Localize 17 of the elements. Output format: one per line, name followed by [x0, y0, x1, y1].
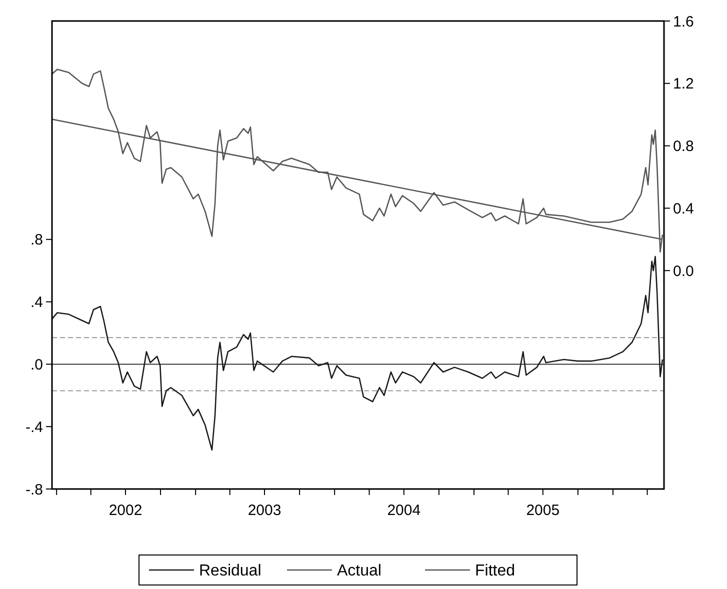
y-tick-label: -.8 — [25, 481, 43, 498]
legend-label: Residual — [199, 562, 262, 580]
legend-label: Fitted — [475, 562, 516, 580]
x-tick-label: 2003 — [248, 502, 282, 519]
y-tick-label: -.4 — [25, 418, 43, 436]
y2-tick-label: 0.4 — [673, 200, 694, 218]
y2-tick-label: 1.6 — [673, 13, 694, 30]
x-tick-label: 2005 — [526, 502, 560, 519]
y-tick-label: .0 — [30, 356, 43, 374]
x-tick-label: 2002 — [108, 502, 142, 519]
y2-tick-label: 1.2 — [673, 76, 694, 93]
y-tick-label: .4 — [30, 294, 43, 312]
y-tick-label: .8 — [30, 232, 43, 249]
legend-label: Actual — [337, 562, 382, 580]
x-tick-label: 2004 — [387, 502, 421, 519]
y2-tick-label: 0.8 — [673, 138, 694, 156]
y2-tick-label: 0.0 — [673, 262, 694, 280]
